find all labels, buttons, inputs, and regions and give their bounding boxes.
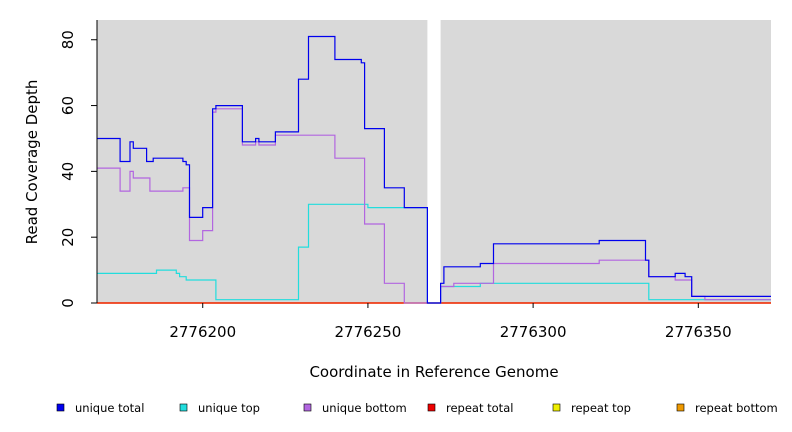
legend-swatch-unique-top — [179, 403, 188, 412]
series-line-unique-top — [97, 203, 771, 304]
x-tick-label: 2776200 — [169, 323, 236, 341]
legend-swatch-repeat-top — [552, 403, 561, 412]
legend-label-repeat-bottom: repeat bottom — [695, 401, 778, 415]
y-tick-label: 60 — [59, 96, 77, 115]
y-tick-label: 0 — [59, 298, 77, 308]
x-tick-label: 2776350 — [665, 323, 732, 341]
plot-background — [97, 20, 771, 303]
legend-swatch-unique-total — [56, 403, 65, 412]
x-tick-label: 2776250 — [335, 323, 402, 341]
y-tick-label: 80 — [59, 30, 77, 49]
y-tick-label: 20 — [59, 228, 77, 247]
legend-label-unique-top: unique top — [198, 401, 260, 415]
plot-panel-right — [440, 20, 771, 303]
x-tick-label: 2776300 — [500, 323, 567, 341]
legend-swatch-unique-bottom — [303, 403, 312, 412]
x-axis-label: Coordinate in Reference Genome — [309, 363, 558, 381]
series-line-unique-total — [97, 35, 771, 304]
legend-swatch-repeat-bottom — [676, 403, 685, 412]
legend: unique total unique top unique bottom repea… — [56, 401, 778, 415]
axes-layer: 0 20 40 60 80 2776200 2776250 2776300 2776350 — [59, 20, 732, 341]
y-tick-label: 40 — [59, 162, 77, 181]
legend-label-repeat-top: repeat top — [571, 401, 631, 415]
legend-label-unique-bottom: unique bottom — [322, 401, 407, 415]
y-axis-label: Read Coverage Depth — [23, 80, 41, 245]
legend-label-unique-total: unique total — [75, 401, 144, 415]
series-layer — [97, 35, 771, 304]
legend-label-repeat-total: repeat total — [446, 401, 513, 415]
legend-swatch-repeat-total — [427, 403, 436, 412]
